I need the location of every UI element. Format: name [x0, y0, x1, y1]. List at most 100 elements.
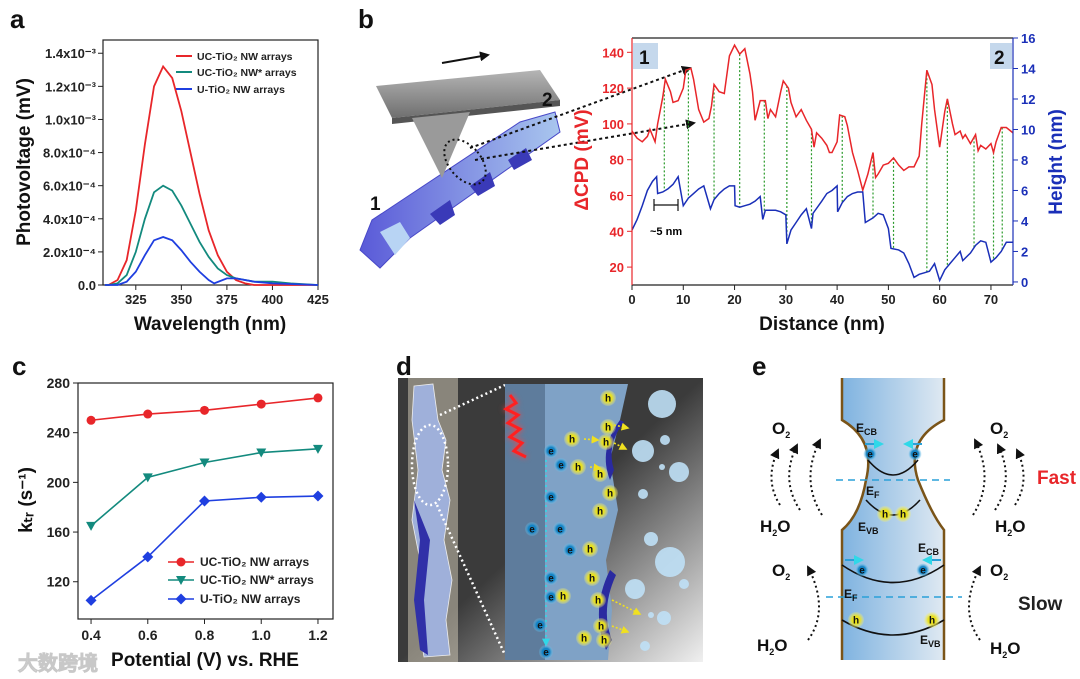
hole-label: h — [589, 574, 595, 585]
evb-label-part: VB — [928, 639, 941, 649]
series-line — [104, 64, 318, 286]
hole-icon — [564, 431, 580, 447]
y-tick-label: 4.0x10⁻⁴ — [43, 212, 96, 227]
hole-icon — [555, 588, 571, 604]
right-y-tick-label: 4 — [1021, 214, 1029, 229]
o2-label-part: O — [990, 419, 1003, 438]
electron-label: e — [558, 461, 564, 472]
reaction-arrow — [809, 438, 823, 516]
right-y-tick-label: 12 — [1021, 92, 1035, 107]
electron-label: e — [548, 447, 554, 458]
series-line — [104, 236, 319, 286]
conduction-band — [867, 459, 919, 476]
h2o-label-part: O — [774, 636, 787, 655]
watermark: 大数跨境 — [18, 651, 98, 675]
electron-icon — [863, 447, 877, 461]
y-tick-label: 200 — [47, 474, 71, 490]
x-tick-label: 0.4 — [81, 627, 101, 643]
electron-label: e — [912, 450, 918, 461]
data-point-diamond — [255, 491, 267, 503]
y-tick-label: 1.4x10⁻³ — [45, 46, 97, 61]
o2-label-part: 2 — [1003, 430, 1008, 440]
electron-label: e — [859, 566, 865, 577]
data-point-circle — [256, 399, 266, 409]
gas-bubble — [625, 579, 645, 599]
legend-label: UC-TiO₂ NW* arrays — [200, 573, 314, 587]
data-point-circle — [200, 405, 210, 415]
scale-bar-label: ~5 nm — [650, 226, 682, 238]
nanowire-facet — [380, 222, 410, 255]
h2o-label: H2O — [757, 636, 788, 657]
hole-icon — [584, 570, 600, 586]
evb-label-part: E — [858, 520, 866, 534]
h2o-label: H2O — [995, 517, 1026, 538]
h2o-label: H2O — [760, 517, 791, 538]
right-y-axis-title: Height (nm) — [1046, 109, 1067, 215]
hole-label: h — [581, 634, 587, 645]
electron-label: e — [920, 566, 926, 577]
electron-icon — [563, 543, 577, 557]
x-tick-label: 70 — [984, 292, 998, 307]
zoom-ellipse — [443, 138, 487, 186]
hole-icon — [602, 485, 618, 501]
wire-end-label-1: 1 — [370, 194, 381, 215]
data-point-circle — [313, 393, 323, 403]
electron-icon — [539, 645, 553, 659]
y-tick-label: 8.0x10⁻⁴ — [43, 146, 96, 161]
electron-icon — [855, 563, 869, 577]
legend-label: U-TiO₂ NW arrays — [197, 84, 285, 96]
x-tick-label: 0 — [628, 292, 635, 307]
data-point-triangle — [256, 448, 267, 458]
electron-icon — [554, 458, 568, 472]
nanowire — [359, 111, 561, 269]
ef-label-part: F — [874, 490, 880, 500]
electron-icon — [544, 444, 558, 458]
corner-badge — [633, 43, 658, 69]
hole-icon — [593, 618, 609, 634]
pointer-arrow — [474, 119, 696, 161]
x-axis-title: Potential (V) vs. RHE — [111, 650, 299, 671]
hole-label: h — [560, 592, 566, 603]
hole-label: h — [587, 545, 593, 556]
o2-label-part: O — [772, 419, 785, 438]
ef-label: EF — [844, 587, 858, 603]
hole-icon — [590, 592, 606, 608]
hole-transfer-arrow — [611, 599, 642, 615]
hole-label: h — [603, 438, 609, 449]
hole-icon — [596, 632, 612, 648]
corner-label-2: 2 — [994, 48, 1005, 69]
gas-bubble — [648, 390, 676, 418]
right-y-tick-label: 8 — [1021, 153, 1028, 168]
o2-label: O2 — [772, 561, 790, 582]
x-tick-label: 375 — [216, 292, 238, 307]
x-tick-label: 400 — [262, 292, 284, 307]
y-axis-title: Photovoltage (mV) — [14, 78, 35, 246]
legend-label: U-TiO₂ NW arrays — [200, 592, 301, 606]
nanowire-notch — [508, 148, 532, 170]
x-tick-label: 0.8 — [195, 627, 215, 643]
h2o-label-part: H — [990, 639, 1002, 658]
y-tick-label: 2.0x10⁻⁴ — [43, 245, 96, 260]
h2o-label-part: H — [995, 517, 1007, 536]
plot-frame — [102, 39, 319, 286]
hole-transfer-arrow — [611, 625, 630, 634]
y-tick-label: 0.0 — [78, 278, 96, 293]
data-point-diamond — [312, 490, 324, 502]
hole-icon — [570, 459, 586, 475]
nanowire-notch — [430, 200, 455, 225]
h2o-label-part: 2 — [769, 647, 774, 657]
h2o-label-part: 2 — [1002, 650, 1007, 660]
inset-core — [505, 384, 545, 660]
evb-label-part: VB — [866, 526, 879, 536]
h2o-label-part: 2 — [1007, 528, 1012, 538]
ef-label: EF — [866, 484, 880, 500]
electron-label: e — [548, 593, 554, 604]
panel-label-d: d — [396, 351, 412, 381]
left-y-tick-label: 140 — [602, 45, 624, 60]
ecb-label-part: CB — [926, 547, 939, 557]
cpd-line — [631, 43, 1014, 193]
cpd-height-chart: 1 2 0 10 20 30 40 50 60 70 20 40 60 80 100 120 140 0 2 4 6… — [572, 31, 1067, 335]
panel-label-e: e — [752, 351, 766, 381]
hole-label: h — [605, 394, 611, 405]
